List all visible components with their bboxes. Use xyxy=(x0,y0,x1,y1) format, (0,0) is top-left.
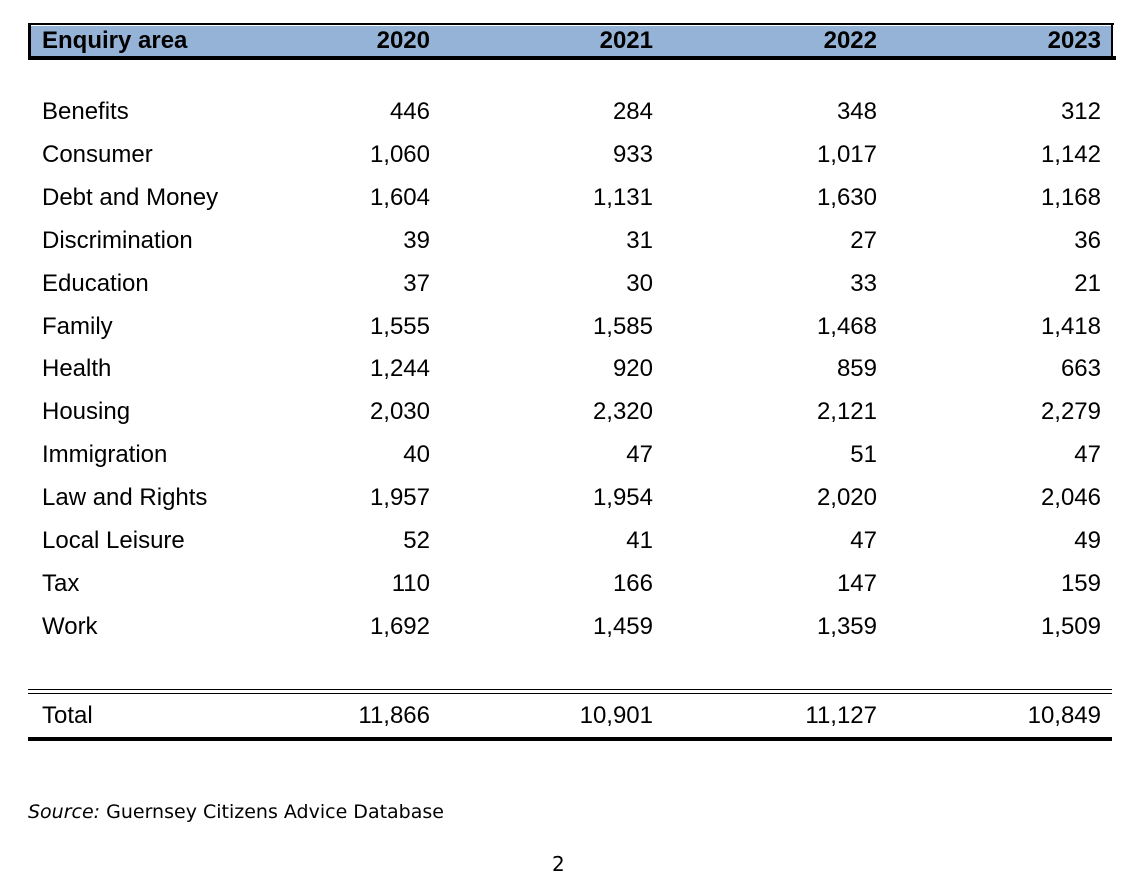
row-label: Housing xyxy=(42,398,131,426)
row-value: 49 xyxy=(1074,527,1101,554)
row-value: 33 xyxy=(850,269,877,297)
row-value: 1,142 xyxy=(1040,140,1101,168)
row-value: 859 xyxy=(836,355,877,383)
total-value: 11,866 xyxy=(358,702,430,729)
row-value: 41 xyxy=(626,527,653,554)
header-band xyxy=(30,26,1112,57)
row-value: 2,030 xyxy=(369,398,430,426)
row-value: 40 xyxy=(403,441,430,469)
row-value: 147 xyxy=(836,569,877,597)
row-label: Local Leisure xyxy=(42,527,185,554)
row-value: 36 xyxy=(1074,226,1101,254)
row-value: 1,692 xyxy=(369,612,430,640)
row-label: Discrimination xyxy=(42,226,193,254)
row-value: 21 xyxy=(1074,269,1101,297)
row-value: 1,359 xyxy=(816,612,877,640)
total-top-rule-2 xyxy=(28,693,1112,694)
row-value: 1,017 xyxy=(816,140,877,168)
row-value: 933 xyxy=(612,140,653,168)
row-value: 348 xyxy=(836,98,877,125)
row-value: 159 xyxy=(1060,569,1101,597)
row-value: 1,244 xyxy=(369,355,430,383)
row-value: 1,957 xyxy=(369,484,430,512)
row-value: 284 xyxy=(612,98,653,125)
row-label: Benefits xyxy=(42,98,129,125)
header-bottom-rule xyxy=(28,56,1116,60)
row-value: 1,604 xyxy=(369,183,430,211)
row-value: 47 xyxy=(850,527,877,554)
row-value: 51 xyxy=(850,441,877,469)
row-label: Debt and Money xyxy=(42,183,219,211)
row-value: 1,060 xyxy=(369,140,430,168)
row-value: 2,279 xyxy=(1040,398,1101,426)
source-text: Guernsey Citizens Advice Database xyxy=(106,801,444,823)
row-value: 1,459 xyxy=(592,612,653,640)
header-value: 2023 xyxy=(1047,27,1101,54)
total-bottom-rule xyxy=(28,737,1112,741)
header-value: 2020 xyxy=(376,27,430,54)
row-label: Law and Rights xyxy=(42,484,208,512)
row-value: 39 xyxy=(403,226,430,254)
row-value: 2,020 xyxy=(816,484,877,512)
header-value: 2022 xyxy=(823,27,877,54)
row-label: Health xyxy=(42,355,112,383)
total-top-rule xyxy=(28,689,1112,690)
row-value: 1,585 xyxy=(592,312,653,340)
row-value: 47 xyxy=(626,441,653,469)
row-value: 1,509 xyxy=(1040,612,1101,640)
row-value: 446 xyxy=(389,98,430,125)
header-label: Enquiry area xyxy=(42,27,188,54)
row-value: 920 xyxy=(612,355,653,383)
row-value: 37 xyxy=(403,269,430,297)
row-value: 166 xyxy=(612,569,653,597)
row-value: 1,555 xyxy=(369,312,430,340)
row-value: 31 xyxy=(626,226,653,254)
row-value: 1,168 xyxy=(1040,183,1101,211)
header-left-rule xyxy=(28,23,31,59)
row-value: 1,468 xyxy=(816,312,877,340)
row-value: 663 xyxy=(1060,355,1101,383)
row-value: 30 xyxy=(626,269,653,297)
row-value: 1,418 xyxy=(1040,312,1101,340)
header-top-rule xyxy=(28,23,1114,25)
row-label: Education xyxy=(42,269,149,297)
row-value: 312 xyxy=(1060,98,1101,125)
row-label: Family xyxy=(42,312,113,340)
source-note: Source: Guernsey Citizens Advice Databas… xyxy=(28,800,444,824)
row-value: 2,046 xyxy=(1040,484,1101,512)
row-value: 47 xyxy=(1074,441,1101,469)
total-value: 10,901 xyxy=(579,702,653,729)
total-label: Total xyxy=(42,702,93,729)
total-value: 11,127 xyxy=(805,702,877,729)
row-value: 2,320 xyxy=(592,398,653,426)
row-value: 52 xyxy=(403,527,430,554)
row-value: 2,121 xyxy=(816,398,877,426)
row-value: 1,630 xyxy=(816,183,877,211)
header-value: 2021 xyxy=(599,27,653,54)
header-right-rule xyxy=(1111,23,1113,59)
row-label: Tax xyxy=(42,569,80,597)
total-value: 10,849 xyxy=(1027,702,1101,729)
row-value: 27 xyxy=(850,226,877,254)
page-number: 2 xyxy=(552,852,565,876)
row-label: Work xyxy=(42,612,98,640)
row-value: 1,954 xyxy=(592,484,653,512)
row-label: Consumer xyxy=(42,140,153,168)
row-label: Immigration xyxy=(42,441,168,469)
row-value: 1,131 xyxy=(592,183,653,211)
source-label: Source: xyxy=(28,801,101,823)
row-value: 110 xyxy=(391,569,430,597)
